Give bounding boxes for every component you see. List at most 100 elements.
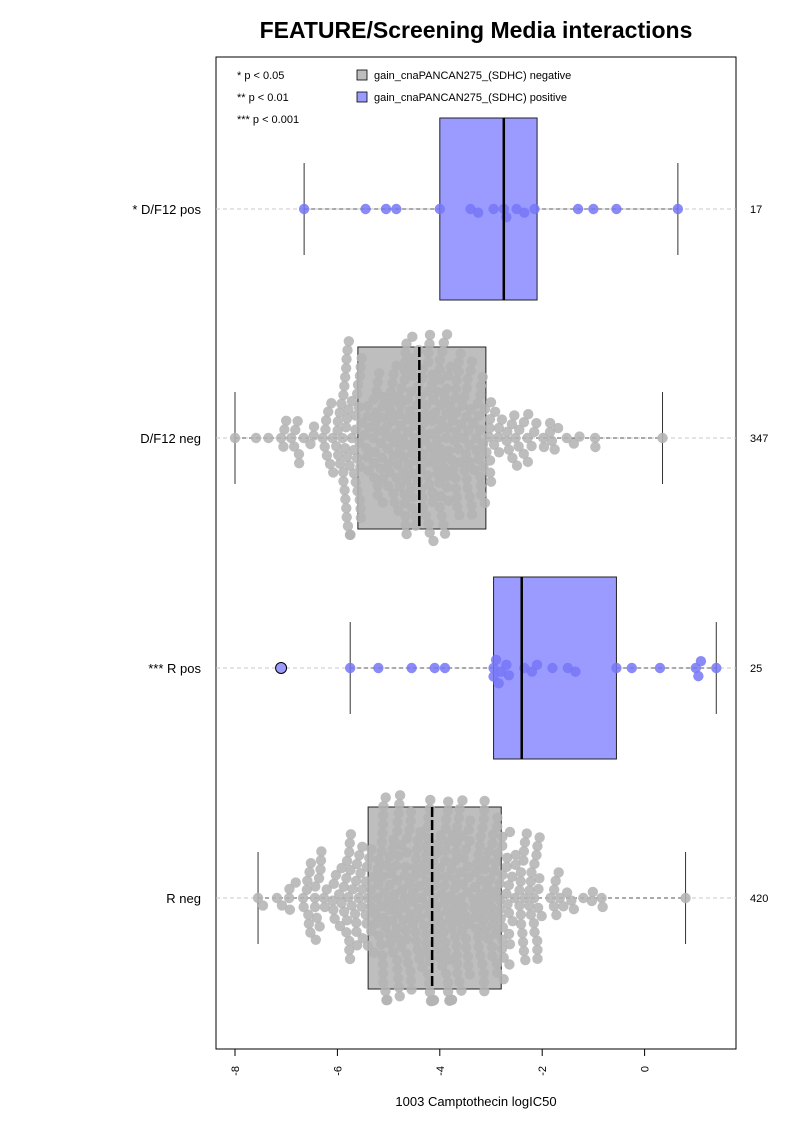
data-point <box>561 432 572 444</box>
data-point <box>481 447 492 458</box>
data-point <box>309 901 321 913</box>
data-point <box>443 954 455 965</box>
data-point <box>485 397 497 408</box>
data-point <box>485 476 497 487</box>
data-point <box>361 918 372 929</box>
x-tick-label: -4 <box>435 1066 447 1076</box>
data-point <box>531 849 542 861</box>
data-point <box>368 472 380 483</box>
data-point <box>422 832 433 843</box>
data-point <box>421 841 432 852</box>
data-point <box>438 337 450 348</box>
data-point <box>477 438 489 450</box>
data-point <box>345 662 356 674</box>
data-point <box>440 968 452 980</box>
data-point <box>340 362 352 374</box>
data-point <box>503 928 515 940</box>
data-point <box>427 916 439 928</box>
data-point <box>518 846 530 857</box>
data-point <box>437 960 448 971</box>
data-point <box>392 826 403 837</box>
data-point <box>489 406 501 418</box>
data-point <box>475 380 487 392</box>
data-point <box>482 882 493 894</box>
row-label: * D/F12 pos <box>132 202 201 217</box>
data-point <box>313 873 325 884</box>
data-point <box>456 419 467 430</box>
data-point <box>435 400 446 411</box>
data-point <box>446 994 458 1005</box>
data-point <box>430 459 442 471</box>
data-point <box>517 936 529 948</box>
data-point <box>388 436 400 448</box>
x-axis-label: 1003 Camptothecin logIC50 <box>395 1094 556 1109</box>
data-point <box>406 448 418 460</box>
data-point <box>311 912 322 924</box>
data-point <box>422 821 433 833</box>
data-point <box>424 338 435 350</box>
data-point <box>477 906 489 918</box>
data-point <box>468 417 479 429</box>
data-point <box>478 976 490 988</box>
data-point <box>510 432 521 444</box>
data-point <box>315 864 326 875</box>
color-legend: gain_cnaPANCAN275_(SDHC) negative gain_cn… <box>356 69 571 104</box>
data-point <box>381 422 393 433</box>
data-point <box>391 472 402 484</box>
data-point <box>303 909 314 920</box>
data-point <box>396 884 408 895</box>
data-point <box>370 918 382 929</box>
data-point <box>497 922 509 933</box>
data-point <box>288 441 300 452</box>
data-point <box>433 952 445 963</box>
data-point <box>298 432 309 444</box>
data-point <box>344 953 356 965</box>
data-point <box>332 449 344 461</box>
data-point <box>405 815 416 827</box>
data-point <box>515 876 526 887</box>
data-point <box>436 889 447 900</box>
data-point <box>440 823 452 834</box>
data-point <box>463 960 474 971</box>
data-point <box>338 906 350 917</box>
data-point <box>529 927 540 938</box>
data-point <box>386 915 398 927</box>
data-point <box>308 421 320 432</box>
data-point <box>525 909 537 920</box>
data-point <box>354 437 365 448</box>
data-point <box>404 824 415 836</box>
data-point <box>402 957 414 969</box>
data-point <box>469 881 481 893</box>
data-point <box>356 417 367 429</box>
data-point <box>309 892 321 904</box>
data-point <box>473 453 484 465</box>
data-point <box>402 394 413 406</box>
data-point <box>334 920 346 932</box>
data-point <box>421 899 433 911</box>
data-point <box>520 954 531 966</box>
group-2: *** R pos 25 <box>148 576 762 760</box>
data-point <box>372 863 384 874</box>
data-point <box>465 365 476 376</box>
data-point <box>439 462 450 474</box>
data-point <box>341 872 352 884</box>
data-point <box>375 463 387 474</box>
data-point <box>519 837 531 848</box>
data-point <box>378 412 390 423</box>
data-point <box>404 878 415 890</box>
data-point <box>405 386 417 397</box>
data-point <box>515 919 527 930</box>
data-point <box>436 510 447 522</box>
data-point <box>506 418 518 430</box>
data-point <box>310 934 321 945</box>
data-point <box>451 958 463 970</box>
data-point <box>440 945 452 957</box>
data-point <box>431 934 442 945</box>
data-point <box>529 426 540 438</box>
data-point <box>471 445 482 456</box>
data-point <box>425 442 437 453</box>
data-point <box>377 497 389 508</box>
data-point <box>526 867 537 878</box>
data-point <box>442 906 453 917</box>
data-point <box>320 424 331 435</box>
